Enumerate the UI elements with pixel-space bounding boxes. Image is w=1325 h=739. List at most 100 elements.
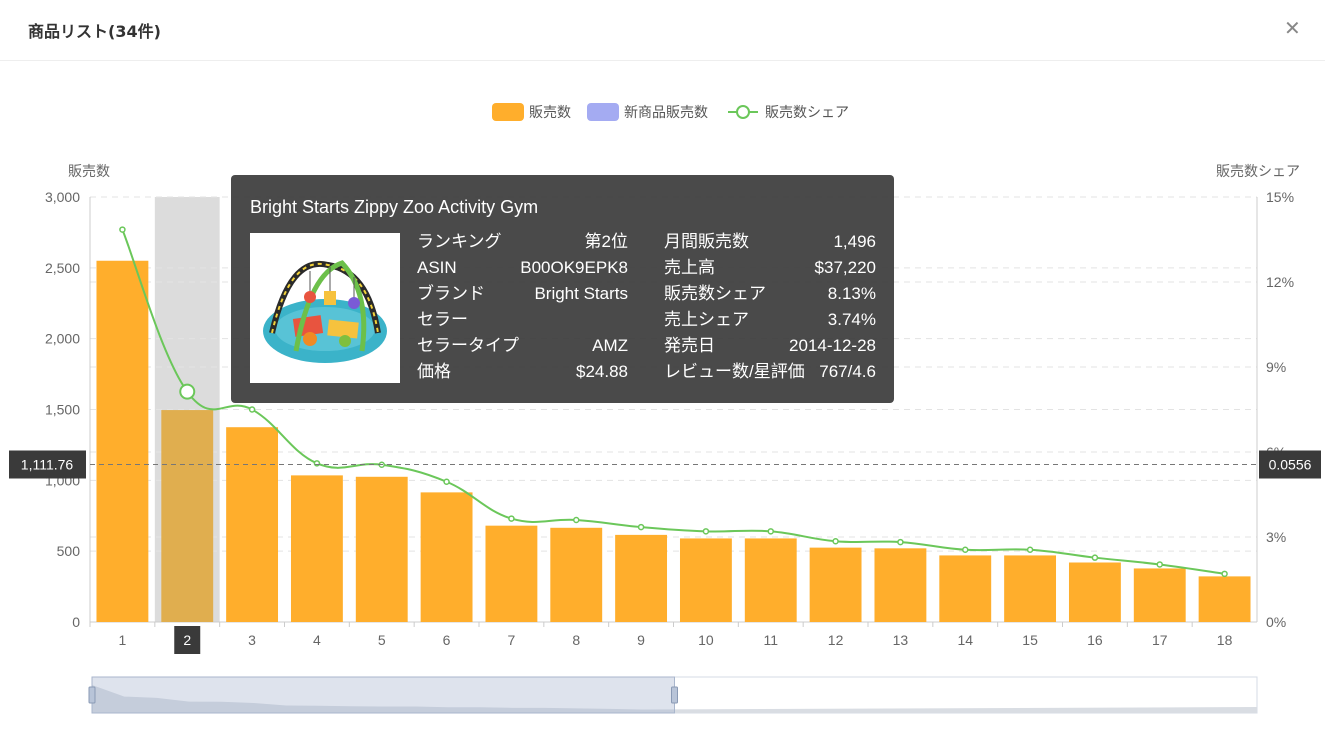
x-tick-label: 14 <box>957 632 973 648</box>
tooltip-value: $37,220 <box>814 258 876 277</box>
tooltip-value: $24.88 <box>576 362 628 381</box>
y-tick-right: 0% <box>1266 614 1286 630</box>
share-point <box>443 478 450 485</box>
x-tick-label: 4 <box>313 632 321 648</box>
x-tick-label: 11 <box>763 632 778 648</box>
x-tick-highlight <box>174 626 201 654</box>
share-point <box>702 528 710 535</box>
share-point <box>248 406 256 413</box>
zoom-window[interactable] <box>91 676 675 714</box>
bar <box>679 538 732 622</box>
legend-marker <box>736 105 750 119</box>
tooltip-row-monthly-sales: 月間販売数 1,496 <box>664 229 876 255</box>
legend-swatch <box>587 103 619 121</box>
bar <box>485 525 538 622</box>
y-tick-right: 3% <box>1266 529 1286 545</box>
share-point <box>573 516 580 524</box>
x-tick-label: 5 <box>378 632 386 648</box>
zoom-handle-end[interactable] <box>671 686 678 704</box>
x-tick-label: 10 <box>698 632 714 648</box>
tooltip-key: ランキング <box>417 232 502 251</box>
tooltip-value: 3.74% <box>827 310 876 329</box>
y-tick-left: 2,500 <box>45 260 80 276</box>
tooltip-key: ASIN <box>417 258 457 277</box>
bar <box>290 475 343 622</box>
share-point <box>508 515 515 522</box>
y-tick-left: 1,500 <box>45 402 80 418</box>
bar <box>615 534 668 622</box>
bar <box>1198 576 1251 622</box>
tooltip-row-release-date: 発売日 2014-12-28 <box>664 333 876 359</box>
x-tick-label: 1 <box>119 632 127 648</box>
tooltip-value: 2014-12-28 <box>789 336 876 355</box>
crosshair-left-box <box>9 450 86 479</box>
y-axis-right-title: 販売数シェア <box>1216 163 1300 179</box>
tooltip-key: セラータイプ <box>417 336 519 355</box>
legend-label: 販売数 <box>529 104 571 120</box>
x-tick-label: 13 <box>893 632 909 648</box>
tooltip-title: Bright Starts Zippy Zoo Activity Gym <box>250 197 539 217</box>
tooltip-key: セラー <box>417 310 468 329</box>
bar <box>744 538 797 622</box>
tooltip-key: レビュー数/星評価 <box>664 362 805 381</box>
tooltip-key: 販売数シェア <box>664 284 766 303</box>
tooltip-key: 発売日 <box>664 336 715 355</box>
tooltip-key: 価格 <box>417 362 451 381</box>
share-point <box>767 528 774 535</box>
tooltip-value: AMZ <box>592 336 628 355</box>
share-point <box>179 383 196 400</box>
share-point <box>897 538 904 546</box>
share-point <box>1026 546 1034 553</box>
product-tooltip: Bright Starts Zippy Zoo Activity Gym ランキ… <box>231 175 894 403</box>
close-icon[interactable]: ✕ <box>1284 16 1301 40</box>
legend-swatch <box>492 103 524 121</box>
share-point <box>119 226 126 233</box>
y-tick-right: 15% <box>1266 189 1294 205</box>
tooltip-value: 1,496 <box>833 232 876 251</box>
x-tick-label: 7 <box>508 632 516 648</box>
x-tick-label: 18 <box>1217 632 1233 648</box>
y-tick-right: 9% <box>1266 359 1286 375</box>
bar <box>1133 568 1186 622</box>
tooltip-key: 売上高 <box>664 258 715 277</box>
x-tick-label: 6 <box>443 632 451 648</box>
tooltip-value: B00OK9EPK8 <box>520 258 628 277</box>
bar <box>355 476 408 622</box>
y-tick-left: 2,000 <box>45 331 80 347</box>
bar <box>550 527 603 622</box>
share-point <box>1156 561 1163 568</box>
x-tick-label: 8 <box>572 632 580 648</box>
tooltip-row-brand: ブランド Bright Starts <box>417 281 628 307</box>
dialog-header: 商品リスト(34件) ✕ <box>0 0 1325 61</box>
bar <box>874 548 927 622</box>
y-axis-left-title: 販売数 <box>68 163 110 179</box>
bar <box>939 555 992 622</box>
bar <box>1068 562 1121 622</box>
x-tick-label: 2 <box>183 632 191 648</box>
x-tick-label: 16 <box>1087 632 1103 648</box>
bar <box>1004 555 1057 622</box>
tooltip-row-reviews: レビュー数/星評価 767/4.6 <box>664 359 876 385</box>
tooltip-value: 第2位 <box>584 232 628 251</box>
share-point <box>1091 554 1099 561</box>
zoom-handle-start[interactable] <box>88 686 96 704</box>
tooltip-row-revenue: 売上高 $37,220 <box>664 255 876 281</box>
tooltip-row-price: 価格 $24.88 <box>417 359 628 385</box>
tooltip-row-seller-type: セラータイプ AMZ <box>417 333 628 359</box>
share-point <box>832 538 839 545</box>
dialog-title: 商品リスト(34件) <box>28 22 161 41</box>
activity-gym-product-image <box>250 233 400 383</box>
zoom-preview-area <box>92 685 1257 713</box>
y-tick-right: 12% <box>1266 274 1294 290</box>
bar <box>96 260 149 622</box>
crosshair-right-label: 0.0556 <box>1269 457 1312 473</box>
tooltip-value: 8.13% <box>827 284 876 303</box>
share-point <box>637 523 645 531</box>
x-tick-label: 9 <box>637 632 645 648</box>
bar <box>161 410 214 622</box>
tooltip-key: ブランド <box>417 284 485 303</box>
legend-label: 販売数シェア <box>765 104 849 120</box>
crosshair-right-box <box>1259 450 1321 479</box>
bar <box>226 427 279 622</box>
share-point <box>313 460 321 467</box>
